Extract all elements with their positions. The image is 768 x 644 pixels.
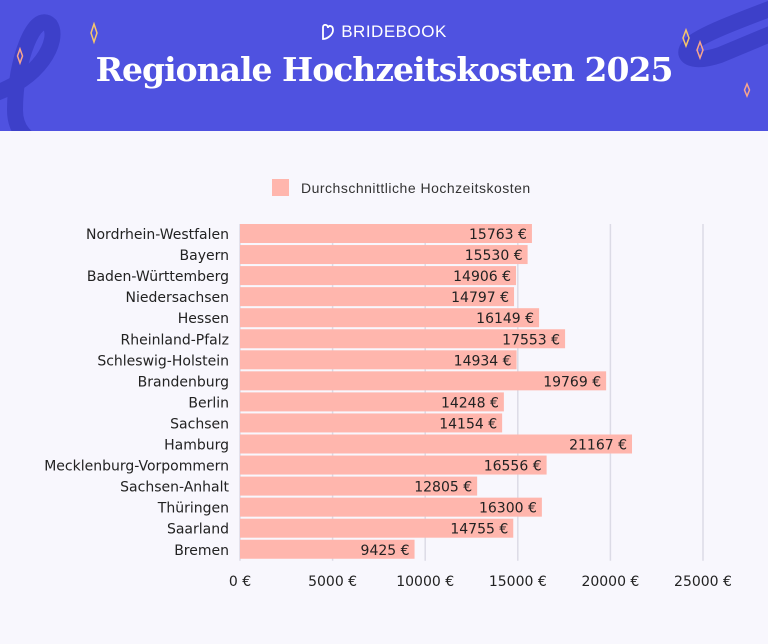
y-category-label: Baden-Württemberg xyxy=(87,269,229,285)
brand-name: BRIDEBOOK xyxy=(341,22,447,41)
data-label: 14755 € xyxy=(450,522,508,538)
legend-label: Durchschnittliche Hochzeitskosten xyxy=(301,180,531,196)
data-label: 14154 € xyxy=(439,416,497,432)
bar xyxy=(240,518,514,538)
bar xyxy=(240,266,517,286)
data-label: 16149 € xyxy=(476,311,534,327)
x-tick-label: 5000 € xyxy=(308,574,357,590)
y-category-label: Bremen xyxy=(174,543,229,559)
bar xyxy=(240,476,478,496)
x-tick-label: 25000 € xyxy=(674,574,732,590)
data-label: 15530 € xyxy=(465,248,523,264)
y-category-label: Berlin xyxy=(188,395,229,411)
bar xyxy=(240,413,503,433)
bar xyxy=(240,245,528,265)
data-label: 17553 € xyxy=(502,332,560,348)
legend: Durchschnittliche Hochzeitskosten xyxy=(272,179,531,196)
y-category-label: Sachsen-Anhalt xyxy=(120,480,229,496)
data-label: 21167 € xyxy=(569,438,627,454)
bar xyxy=(240,539,415,559)
bar xyxy=(240,287,515,307)
decorative-swirl-icon xyxy=(0,0,768,131)
page-title: Regionale Hochzeitskosten 2025 xyxy=(95,50,674,89)
bar xyxy=(240,455,547,475)
bar xyxy=(240,224,532,243)
bar xyxy=(240,392,504,412)
bar xyxy=(240,497,542,517)
data-label: 14906 € xyxy=(453,269,511,285)
bar xyxy=(240,329,566,349)
y-category-label: Hessen xyxy=(178,311,229,327)
y-category-label: Rheinland-Pfalz xyxy=(121,332,229,348)
bar xyxy=(240,371,607,391)
y-category-label: Sachsen xyxy=(170,416,229,432)
data-label: 16556 € xyxy=(484,459,542,475)
y-category-label: Brandenburg xyxy=(138,374,229,390)
data-label: 14934 € xyxy=(454,353,512,369)
y-category-label: Schleswig-Holstein xyxy=(97,353,229,369)
brand-logo: BRIDEBOOK xyxy=(0,22,768,45)
y-category-label: Hamburg xyxy=(164,438,229,454)
data-label: 9425 € xyxy=(361,543,410,559)
bar xyxy=(240,350,517,370)
x-tick-label: 10000 € xyxy=(396,574,454,590)
y-category-label: Niedersachsen xyxy=(126,290,229,306)
bar xyxy=(240,434,633,454)
data-label: 14248 € xyxy=(441,395,499,411)
data-label: 14797 € xyxy=(451,290,509,306)
bridebook-heart-icon xyxy=(321,23,335,45)
y-category-label: Thüringen xyxy=(157,501,229,517)
x-tick-label: 0 € xyxy=(229,574,251,590)
header-banner: BRIDEBOOK Regionale Hochzeitskosten 2025 xyxy=(0,0,768,131)
data-label: 12805 € xyxy=(414,480,472,496)
bar xyxy=(240,308,540,328)
x-tick-label: 20000 € xyxy=(581,574,639,590)
y-category-label: Bayern xyxy=(180,248,229,264)
y-category-label: Nordrhein-Westfalen xyxy=(86,227,229,243)
y-category-label: Saarland xyxy=(167,522,229,538)
y-category-label: Mecklenburg-Vorpommern xyxy=(44,459,229,475)
legend-swatch xyxy=(272,179,289,196)
data-label: 16300 € xyxy=(479,501,537,517)
x-tick-label: 15000 € xyxy=(489,574,547,590)
data-label: 15763 € xyxy=(469,227,527,243)
data-label: 19769 € xyxy=(543,374,601,390)
